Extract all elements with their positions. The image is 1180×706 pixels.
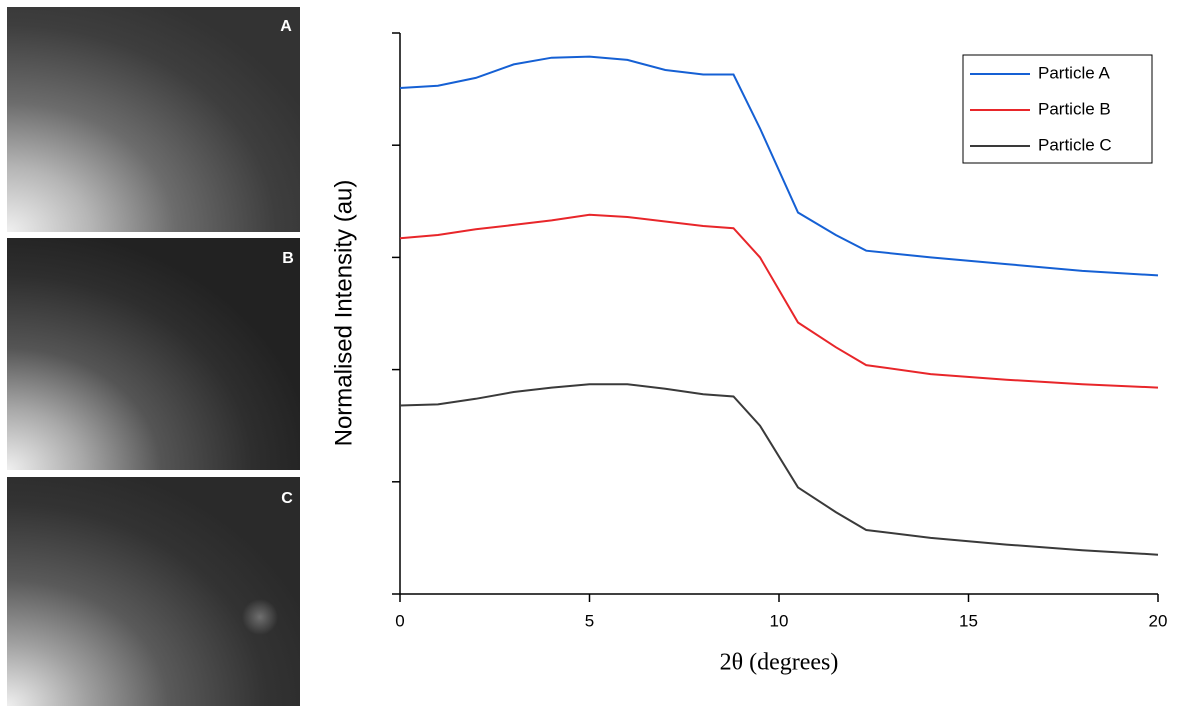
diffraction-image xyxy=(7,238,300,470)
x-tick-label: 20 xyxy=(1149,611,1168,630)
series-line xyxy=(399,55,1159,277)
legend-label: Particle B xyxy=(1038,99,1111,118)
series-line xyxy=(399,213,1159,389)
diffraction-image xyxy=(7,477,300,706)
panel-label: B xyxy=(282,250,294,267)
diffraction-spot xyxy=(242,599,278,635)
legend-label: Particle C xyxy=(1038,135,1112,154)
x-tick-label: 10 xyxy=(770,611,789,630)
series-line xyxy=(399,383,1159,556)
x-axis-title: 2θ (degrees) xyxy=(720,650,839,676)
panel-label: C xyxy=(281,490,293,507)
x-tick-label: 5 xyxy=(585,611,594,630)
x-tick-label: 0 xyxy=(395,611,404,630)
panel-label: A xyxy=(280,18,292,35)
diffraction-image xyxy=(7,7,300,232)
y-axis-title: Normalised Intensity (au) xyxy=(330,180,357,447)
x-tick-label: 15 xyxy=(959,611,978,630)
legend-label: Particle A xyxy=(1038,63,1110,82)
